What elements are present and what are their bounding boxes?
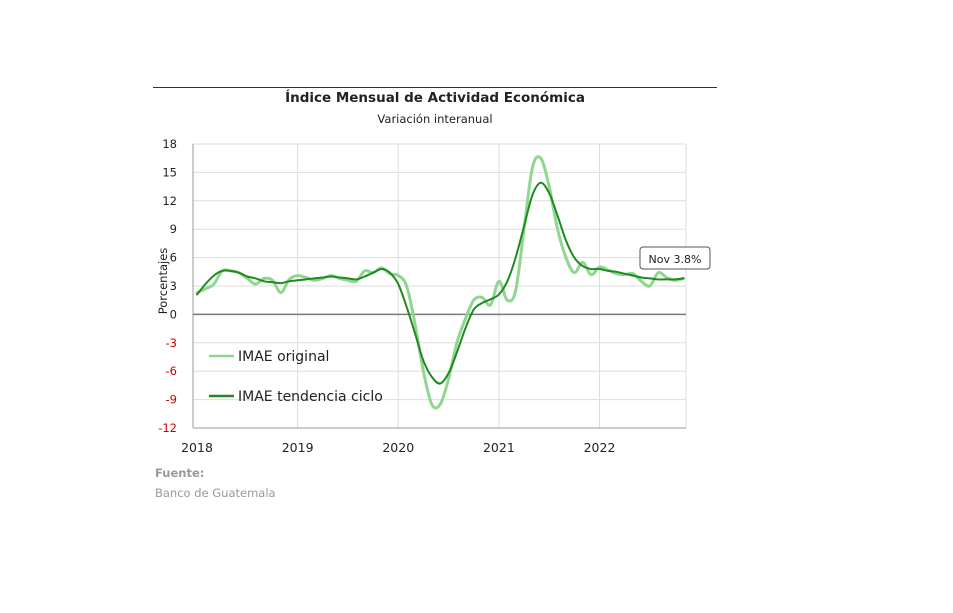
source-value: Banco de Guatemala [155, 486, 276, 500]
x-tick-label: 2021 [483, 440, 515, 455]
series-line-imae-original [195, 155, 685, 410]
chart-title: Índice Mensual de Actividad Económica [285, 90, 585, 106]
series-line-imae-tendencia-ciclo [196, 181, 685, 385]
y-tick-label: -6 [166, 364, 177, 378]
legend-label: IMAE original [238, 349, 329, 365]
series-layer [195, 155, 685, 410]
y-tick-label: 18 [162, 137, 177, 151]
y-tick-label: -3 [166, 336, 177, 350]
y-tick-label: 9 [170, 222, 177, 236]
y-tick-label: -9 [166, 393, 177, 407]
annotation-box [639, 246, 711, 270]
y-tick-label: 12 [162, 194, 177, 208]
x-tick-label: 2018 [181, 440, 213, 455]
y-axis-label: Porcentajes [156, 248, 170, 315]
chart-subtitle: Variación interanual [377, 112, 493, 126]
source-label: Fuente: [155, 466, 205, 480]
y-tick-label: 6 [170, 251, 177, 265]
y-tick-label: 0 [170, 307, 177, 321]
y-tick-label: 3 [170, 279, 177, 293]
x-tick-label: 2020 [382, 440, 414, 455]
legend-layer: IMAE original IMAE tendencia ciclo [209, 349, 383, 405]
grid-layer [193, 143, 687, 429]
top-rule [153, 87, 717, 88]
annotation-label: Nov 3.8% [649, 253, 702, 266]
annotation-layer: Nov 3.8% [639, 246, 711, 270]
axis-layer: 18 15 12 9 6 3 0 -3 -6 -9 -12 2018 2019 2020 2021 2022 P… [156, 137, 686, 455]
x-tick-label: 2019 [282, 440, 314, 455]
y-tick-label: -12 [158, 421, 177, 435]
y-tick-label: 15 [162, 165, 177, 179]
legend-label: IMAE tendencia ciclo [238, 389, 383, 405]
x-tick-label: 2022 [584, 440, 616, 455]
